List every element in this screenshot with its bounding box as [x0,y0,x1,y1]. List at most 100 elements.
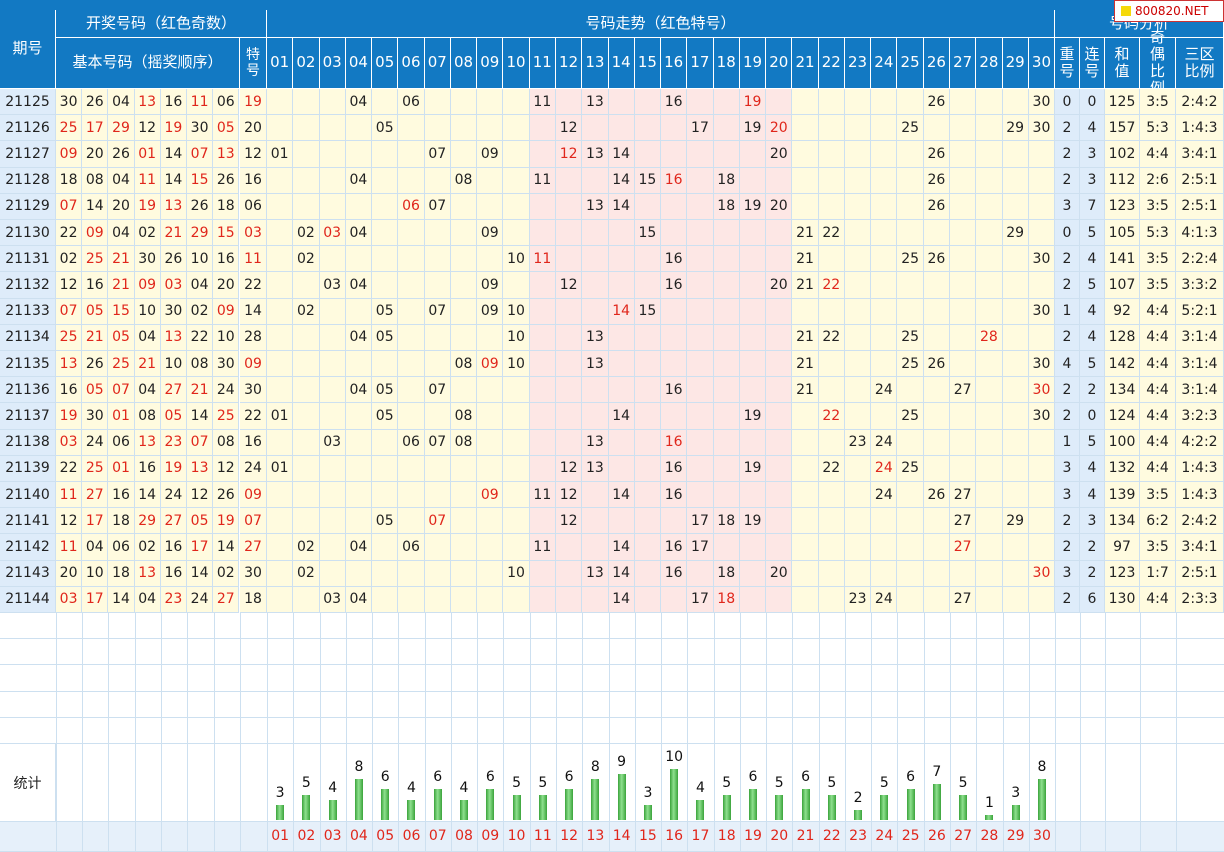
basic-number: 04 [108,220,135,247]
stat-bar-21 [801,789,810,820]
trend-number: 26 [923,351,951,378]
analysis-consec: 4 [1080,298,1105,325]
basic-number: 25 [108,351,135,378]
stats-area [56,744,1224,822]
stat-count-03: 4 [328,779,338,796]
analysis-oddeven: 3:5 [1140,246,1176,273]
trend-cell [319,298,346,325]
trend-cell [923,377,951,404]
header-num-12: 12 [555,38,583,89]
stat-bar-03 [328,799,337,820]
basic-number: 25 [56,324,83,351]
stat-bar-10 [512,794,521,820]
analysis-oddeven: 3:5 [1140,534,1176,561]
trend-cell [818,141,845,168]
analysis-zones: 4:1:3 [1176,220,1224,247]
analysis-consec: 0 [1080,89,1105,116]
basic-number: 14 [160,141,187,168]
grid-line [871,613,873,852]
stat-num-label: 06 [402,828,421,844]
trend-cell [871,220,898,247]
trend-number: 19 [739,403,767,430]
basic-number: 10 [213,324,240,351]
trend-cell [950,298,977,325]
trend-cell [319,193,346,220]
trend-number: 24 [871,429,898,456]
grid-line [661,613,663,852]
analysis-repeat: 0 [1055,220,1080,247]
basic-number: 21 [82,324,109,351]
grid-line [713,613,715,852]
trend-cell [634,324,662,351]
basic-number: 12 [187,482,214,509]
analysis-consec: 2 [1080,560,1105,587]
analysis-zones: 2:2:4 [1176,246,1224,273]
trend-cell [477,403,504,430]
stat-bar-28 [985,814,994,820]
basic-number: 01 [108,455,135,482]
trend-cell [687,429,714,456]
header-sum: 和值 [1105,38,1140,89]
header-num-08: 08 [450,38,478,89]
trend-cell [1002,403,1029,430]
stat-bar-24 [880,794,889,820]
basic-number: 13 [56,351,83,378]
basic-number: 17 [82,586,109,613]
trend-number: 21 [792,220,819,247]
trend-cell [267,246,294,273]
analysis-zones: 3:3:2 [1176,272,1224,299]
header-num-03: 03 [319,38,346,89]
trend-number: 22 [818,403,845,430]
basic-number: 14 [187,403,214,430]
issue-cell: 21136 [0,377,56,404]
basic-number: 16 [160,534,187,561]
trend-cell [529,377,556,404]
trend-cell [766,298,793,325]
trend-cell [950,115,977,142]
trend-cell [871,246,898,273]
trend-number: 08 [450,167,478,194]
trend-cell [976,167,1003,194]
trend-cell [818,377,845,404]
trend-cell [897,193,924,220]
basic-number: 08 [187,351,214,378]
trend-cell [372,246,399,273]
analysis-oddeven: 3:5 [1140,193,1176,220]
trend-cell [871,115,898,142]
basic-number: 19 [213,508,240,535]
trend-cell [345,351,373,378]
trend-cell [319,246,346,273]
trend-cell [897,141,924,168]
trend-cell [345,560,373,587]
stat-num-label: 08 [455,828,473,844]
trend-cell [897,89,924,116]
trend-cell [1002,534,1029,561]
trend-number: 25 [897,115,924,142]
basic-number: 26 [187,193,214,220]
trend-cell [503,377,530,404]
trend-cell [687,193,714,220]
trend-cell [792,455,819,482]
trend-cell [398,403,425,430]
analysis-sum: 92 [1105,298,1140,325]
trend-cell [713,298,740,325]
trend-cell [372,167,399,194]
trend-cell [766,89,793,116]
trend-cell [267,298,294,325]
trend-number: 20 [766,272,793,299]
trend-cell [503,403,530,430]
stat-bar-06 [407,799,416,820]
trend-cell [871,560,898,587]
trend-cell [608,246,635,273]
header-num-09: 09 [477,38,504,89]
trend-cell [950,403,977,430]
trend-number: 30 [1028,403,1056,430]
trend-cell [345,246,373,273]
trend-number: 13 [582,324,609,351]
trend-cell [1002,246,1029,273]
special-number: 22 [240,272,267,299]
header-num-28: 28 [976,38,1003,89]
analysis-oddeven: 4:4 [1140,429,1176,456]
trend-cell [1002,298,1029,325]
header-issue: 期号 [0,10,56,89]
